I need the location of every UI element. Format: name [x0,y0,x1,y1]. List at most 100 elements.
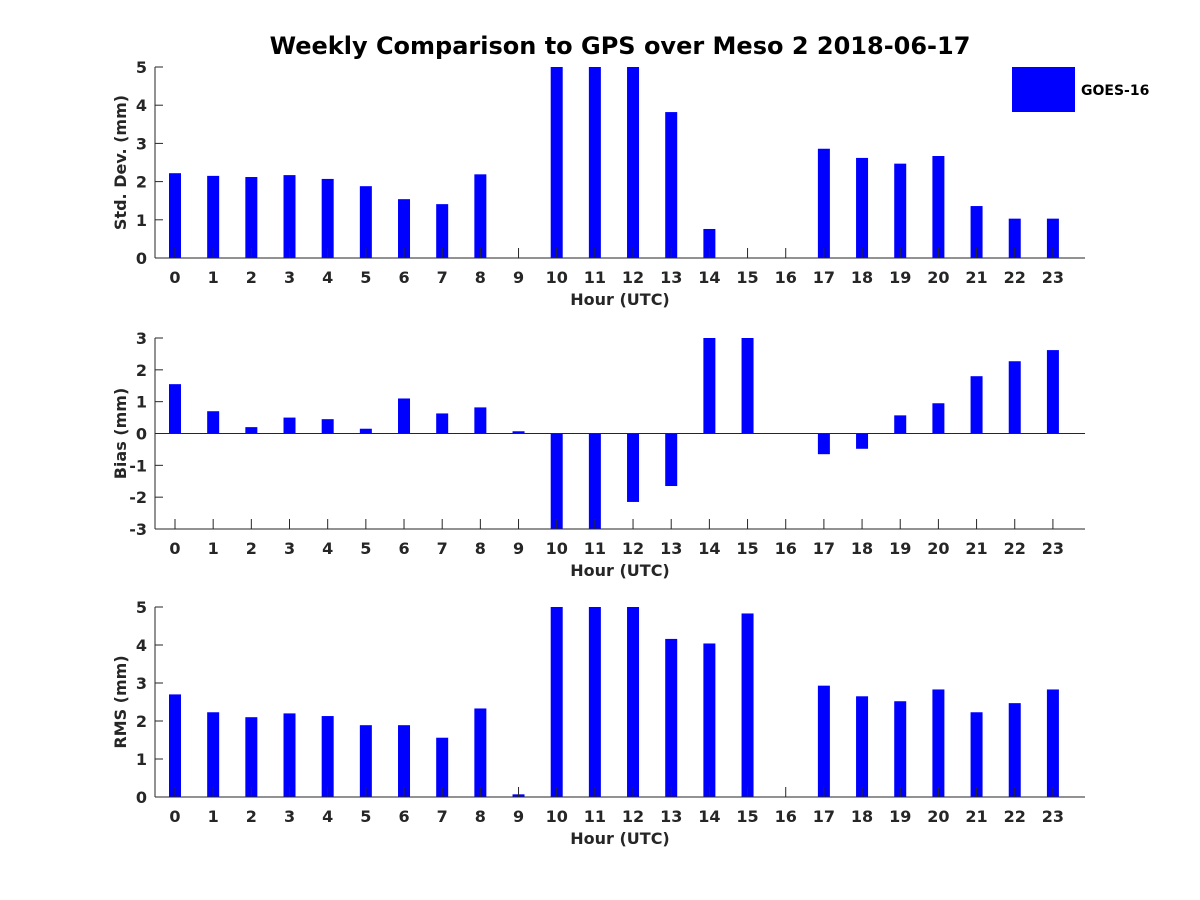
bar-hour-19 [894,415,907,434]
bar-hour-12 [627,433,640,502]
x-tick-label: 22 [1004,539,1026,558]
x-tick-label: 2 [246,268,257,287]
bar-hour-23 [1046,350,1059,434]
bar-hour-22 [1008,361,1021,434]
bar-hour-3 [283,175,296,258]
x-tick-label: 15 [736,807,758,826]
x-tick-label: 8 [475,807,486,826]
x-tick-label: 7 [437,807,448,826]
bar-hour-22 [1008,703,1021,797]
bar-hour-0 [169,384,181,434]
x-tick-label: 7 [437,539,448,558]
y-tick-label: 3 [136,674,147,693]
x-tick-label: 19 [889,807,911,826]
y-tick-label: 2 [136,173,147,192]
x-tick-label: 8 [475,539,486,558]
x-tick-label: 1 [208,807,219,826]
bar-hour-6 [398,199,411,258]
x-tick-label: 5 [360,539,371,558]
x-tick-label: 23 [1042,807,1064,826]
y-tick-label: 5 [136,58,147,77]
bar-hour-20 [932,403,945,434]
bar-hour-2 [245,717,258,797]
y-tick-label: -2 [129,488,147,507]
bar-hour-2 [245,427,258,434]
y-tick-label: 4 [136,96,147,115]
bar-hour-23 [1046,689,1059,797]
bar-hour-13 [665,112,678,258]
x-tick-label: 21 [965,268,987,287]
x-tick-label: 22 [1004,807,1026,826]
x-tick-label: 11 [584,268,606,287]
x-tick-label: 1 [208,539,219,558]
bar-hour-6 [398,725,411,797]
bar-hour-2 [245,177,258,258]
x-tick-label: 2 [246,807,257,826]
x-tick-label: 12 [622,807,644,826]
y-tick-label: 1 [136,211,147,230]
x-tick-label: 14 [698,539,720,558]
legend-swatch-goes-16 [1012,67,1075,112]
bar-hour-21 [970,376,983,434]
bar-hour-18 [856,433,869,449]
x-tick-label: 5 [360,268,371,287]
y-tick-label: 1 [136,750,147,769]
x-tick-label: 3 [284,539,295,558]
x-tick-label: 8 [475,268,486,287]
x-tick-label: 6 [398,539,409,558]
bar-hour-21 [970,206,983,258]
bar-hour-7 [436,413,449,434]
x-tick-label: 18 [851,807,873,826]
x-tick-label: 14 [698,268,720,287]
bar-hour-13 [665,433,678,487]
bar-hour-15 [741,613,754,797]
y-tick-label: 3 [136,329,147,348]
x-tick-label: 9 [513,807,524,826]
bar-hour-12 [627,607,640,797]
bar-hour-13 [665,638,678,797]
bar-hour-4 [321,178,334,258]
bar-hour-15 [741,338,754,434]
x-tick-label: 13 [660,807,682,826]
y-tick-label: 5 [136,598,147,617]
x-tick-label: 10 [546,268,568,287]
x-tick-label: 20 [927,268,949,287]
bar-hour-6 [398,398,411,434]
x-axis-label: Hour (UTC) [570,829,670,848]
x-tick-label: 12 [622,268,644,287]
bar-hour-4 [321,419,334,434]
bar-hour-17 [817,685,830,797]
bar-hour-5 [359,186,372,258]
x-tick-label: 13 [660,268,682,287]
x-tick-label: 21 [965,807,987,826]
bar-hour-1 [207,175,220,258]
y-tick-label: 4 [136,636,147,655]
x-tick-label: 23 [1042,539,1064,558]
y-tick-label: 2 [136,712,147,731]
bar-hour-11 [588,67,601,258]
bar-hour-10 [550,433,563,529]
x-tick-label: 10 [546,807,568,826]
legend: GOES-16 [1012,67,1149,112]
x-tick-label: 22 [1004,268,1026,287]
bar-hour-3 [283,417,296,434]
bar-hour-11 [588,433,601,529]
y-axis-label: Std. Dev. (mm) [111,95,130,230]
bar-hour-10 [550,607,563,797]
bar-hour-14 [703,338,716,434]
y-tick-label: 3 [136,134,147,153]
bar-hour-10 [550,67,563,258]
x-tick-label: 6 [398,268,409,287]
bar-hour-8 [474,407,487,434]
bar-hour-22 [1008,218,1021,258]
x-tick-label: 4 [322,539,333,558]
y-tick-label: 0 [136,425,147,444]
bar-hour-8 [474,174,487,258]
x-tick-label: 7 [437,268,448,287]
y-tick-label: -3 [129,520,147,539]
x-tick-label: 20 [927,539,949,558]
bar-hour-19 [894,163,907,258]
bar-hour-18 [856,157,869,258]
bar-hour-20 [932,156,945,258]
y-tick-label: -1 [129,456,147,475]
